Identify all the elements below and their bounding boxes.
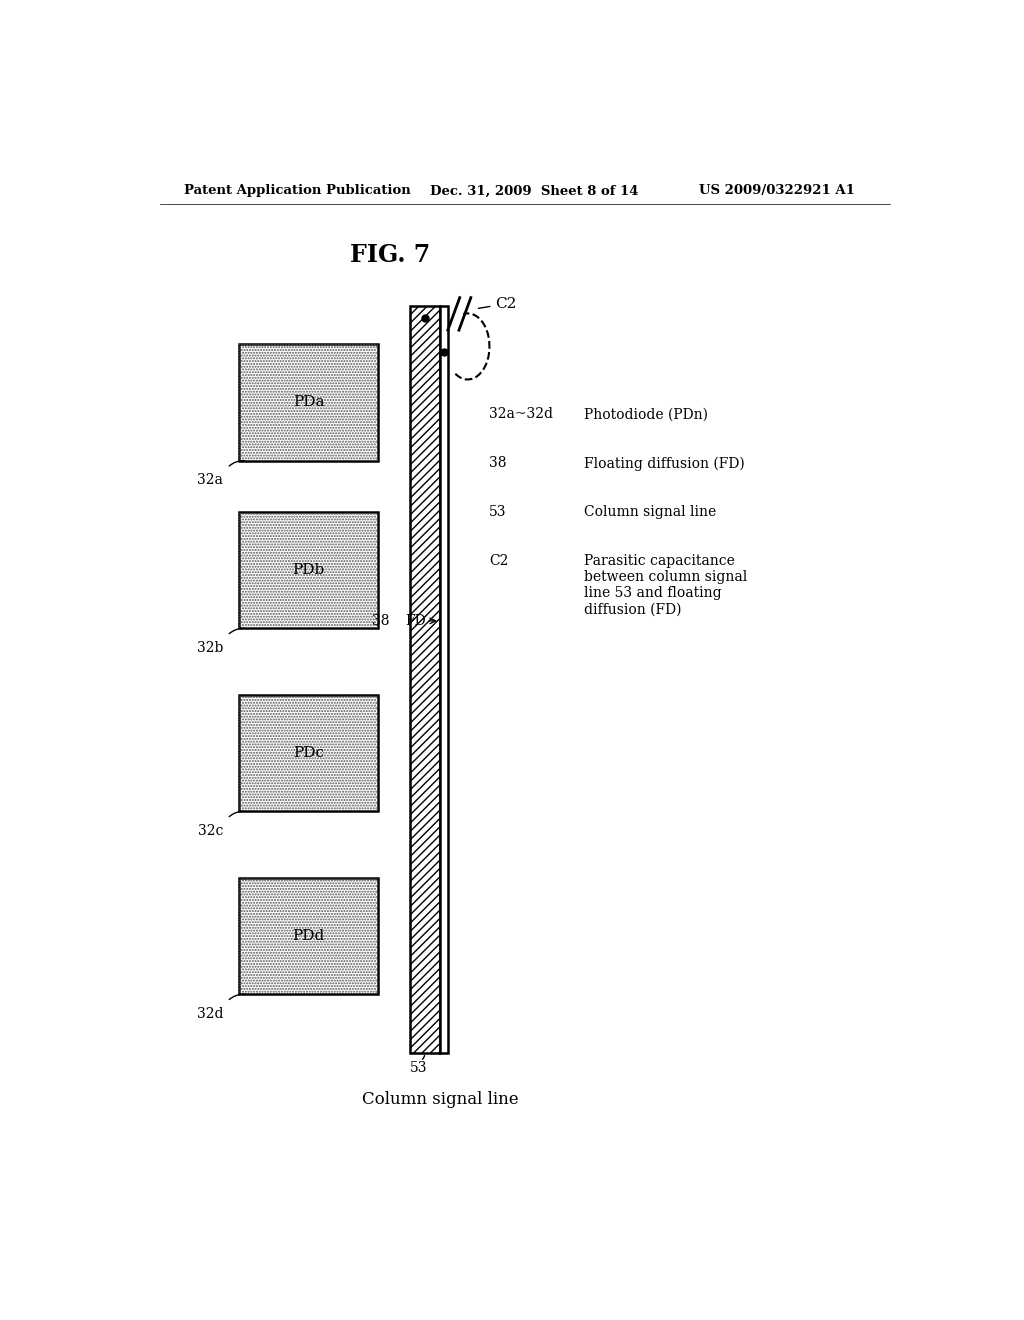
Text: 53: 53 bbox=[489, 506, 507, 519]
Bar bbox=[410, 306, 440, 1053]
Text: 32b: 32b bbox=[197, 640, 223, 655]
Text: Column signal line: Column signal line bbox=[585, 506, 717, 519]
Text: PDb: PDb bbox=[293, 564, 325, 577]
Text: 32a~32d: 32a~32d bbox=[489, 408, 553, 421]
Bar bbox=[440, 306, 447, 1053]
Bar bbox=[240, 512, 378, 628]
Text: 38: 38 bbox=[373, 614, 390, 628]
Text: C2: C2 bbox=[478, 297, 517, 310]
Text: US 2009/0322921 A1: US 2009/0322921 A1 bbox=[699, 185, 855, 198]
Text: 38: 38 bbox=[489, 457, 507, 470]
Text: Dec. 31, 2009  Sheet 8 of 14: Dec. 31, 2009 Sheet 8 of 14 bbox=[430, 185, 638, 198]
Text: 53: 53 bbox=[410, 1061, 428, 1074]
Bar bbox=[240, 345, 378, 461]
Text: Floating diffusion (FD): Floating diffusion (FD) bbox=[585, 457, 745, 471]
Text: PDd: PDd bbox=[293, 929, 325, 942]
Text: PDa: PDa bbox=[293, 395, 325, 409]
Bar bbox=[240, 878, 378, 994]
Text: C2: C2 bbox=[489, 554, 509, 568]
Bar bbox=[240, 694, 378, 812]
Text: Photodiode (PDn): Photodiode (PDn) bbox=[585, 408, 709, 421]
Text: FD: FD bbox=[406, 614, 435, 628]
Text: PDc: PDc bbox=[293, 746, 324, 760]
Text: 32c: 32c bbox=[198, 824, 223, 838]
Text: 32a: 32a bbox=[198, 473, 223, 487]
Bar bbox=[410, 306, 440, 1053]
Text: Patent Application Publication: Patent Application Publication bbox=[183, 185, 411, 198]
Bar bbox=[240, 512, 378, 628]
Text: 32d: 32d bbox=[197, 1007, 223, 1020]
Bar bbox=[240, 694, 378, 812]
Text: Column signal line: Column signal line bbox=[362, 1092, 519, 1109]
Text: FIG. 7: FIG. 7 bbox=[350, 243, 430, 267]
Text: Parasitic capacitance
between column signal
line 53 and floating
diffusion (FD): Parasitic capacitance between column sig… bbox=[585, 554, 748, 616]
Bar bbox=[240, 878, 378, 994]
Bar bbox=[240, 345, 378, 461]
